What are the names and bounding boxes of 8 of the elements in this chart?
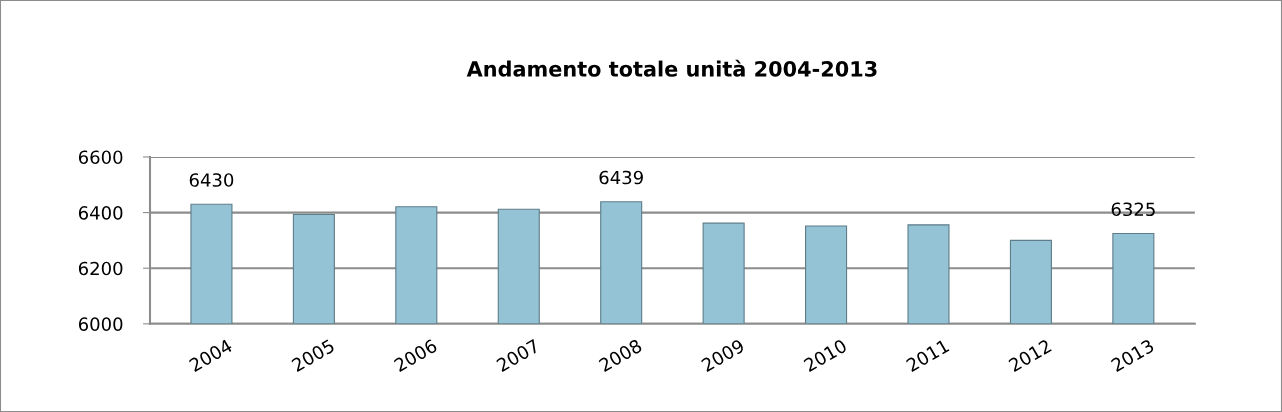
y-tick-label: 6000 (78, 317, 123, 331)
data-label: 6430 (189, 173, 234, 187)
chart-title: Andamento totale unità 2004-2013 (466, 59, 877, 77)
y-tick-label: 6200 (78, 261, 123, 276)
data-label: 6325 (1111, 202, 1155, 217)
data-label: 6439 (599, 170, 643, 185)
y-tick-label: 6600 (78, 150, 123, 165)
y-tick-label: 6400 (78, 206, 123, 220)
